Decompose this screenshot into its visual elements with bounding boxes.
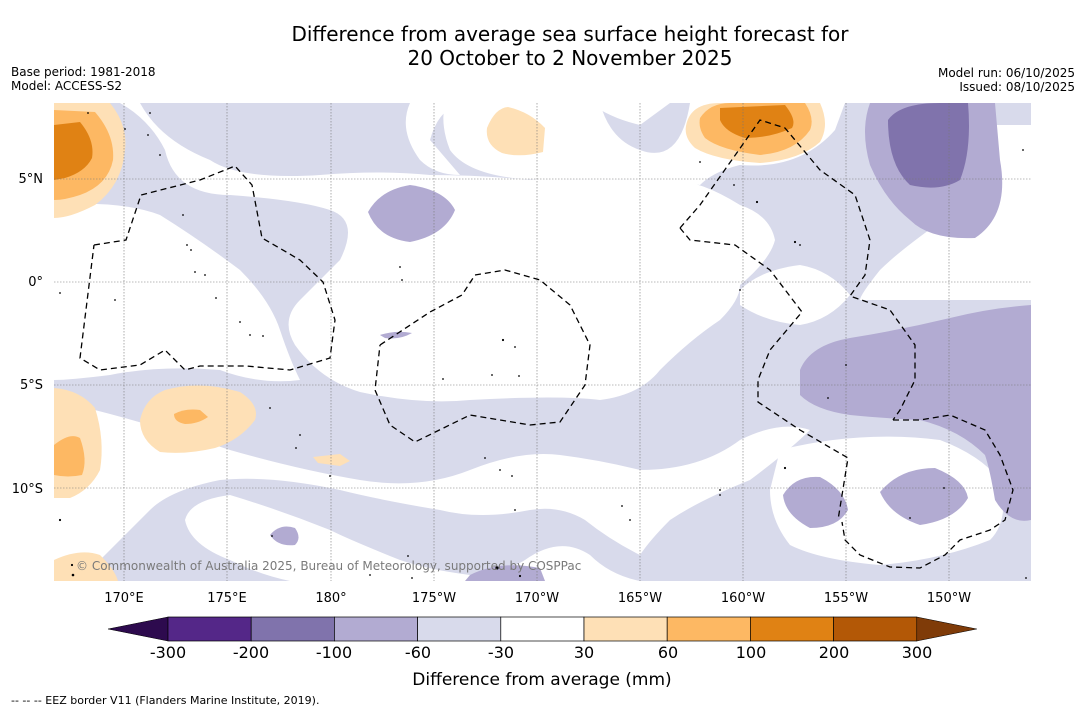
lon-label-160w: 160°W [721, 591, 765, 606]
latitude-labels: 5°N 0° 5°S 10°S [12, 172, 43, 497]
contour-purple-central-north [368, 185, 455, 242]
eez-border-west [79, 165, 336, 371]
longitude-labels: 170°E 175°E 180° 175°W 170°W 165°W 160°W… [104, 591, 971, 606]
eez-borders [79, 119, 1014, 569]
lat-label-10s: 10°S [12, 482, 43, 497]
colorbar-tick-6: 60 [658, 643, 678, 662]
lon-label-150w: 150°W [927, 591, 971, 606]
lon-label-170w: 170°W [515, 591, 559, 606]
lat-label-0: 0° [28, 275, 43, 290]
colorbar-swatch-4 [500, 616, 585, 642]
title-line-2: 20 October to 2 November 2025 [407, 46, 733, 70]
copyright-text: © Commonwealth of Australia 2025, Bureau… [76, 559, 581, 573]
contour-purple-south-blob [270, 526, 299, 546]
model-run-text: Model run: 06/10/2025 [937, 66, 1075, 80]
contour-white-gap-south [54, 400, 810, 560]
lon-label-155w: 155°W [824, 591, 868, 606]
colorbar-tick-2: -100 [316, 643, 352, 662]
colorbar-tick-5: 30 [574, 643, 594, 662]
colorbar-tick-8: 200 [819, 643, 850, 662]
eez-border-southeast [841, 414, 1014, 569]
colorbar-swatch-3 [417, 616, 502, 642]
eez-border-east-line [679, 227, 849, 521]
contour-white-gap-northeast [740, 265, 850, 325]
colorbar-swatch-5 [583, 616, 668, 642]
colorbar-swatch-6 [666, 616, 751, 642]
model-text: Model: ACCESS-S2 [11, 79, 123, 93]
title-line-1: Difference from average sea surface heig… [291, 22, 849, 46]
eez-border-central [374, 269, 591, 443]
colorbar-swatch-2 [334, 616, 418, 642]
colorbar-swatch-7 [750, 616, 834, 642]
contour-purple-southeast-blob-1 [783, 476, 848, 528]
chart-title: Difference from average sea surface heig… [0, 22, 1085, 70]
colorbar-tick-0: -300 [150, 643, 186, 662]
colorbar-tick-9: 300 [902, 643, 933, 662]
contour-darkorange-northwest [54, 122, 93, 180]
contour-purple-east-large [800, 305, 1031, 521]
contour-orange-southwest [54, 436, 85, 477]
colorbar-tick-7: 100 [736, 643, 767, 662]
contour-white-gap-west [54, 203, 300, 382]
lon-label-165w: 165°W [618, 591, 662, 606]
lat-label-5s: 5°S [20, 378, 43, 393]
contour-purple-southeast-blob-2 [880, 468, 968, 525]
meta-right: Model run: 06/10/2025 Issued: 08/10/2025 [938, 66, 1075, 94]
colorbar-extend-low [107, 616, 169, 642]
contour-peach-bottom-left [54, 552, 118, 581]
lon-label-175w: 175°W [412, 591, 456, 606]
contour-peach-north-center [486, 107, 545, 156]
colorbar-label: Difference from average (mm) [412, 670, 671, 690]
colorbar-tick-labels: -300 -200 -100 -60 -30 30 60 100 200 300 [150, 643, 932, 662]
lon-label-175e: 175°E [207, 591, 247, 606]
colorbar-extend-high [916, 616, 977, 642]
colorbar [107, 616, 977, 642]
eez-footnote: -- -- -- EEZ border V11 (Flanders Marine… [11, 694, 320, 707]
eez-border-northeast [679, 119, 916, 421]
colorbar-tick-4: -30 [488, 643, 514, 662]
colorbar-tick-1: -200 [233, 643, 269, 662]
base-period-text: Base period: 1981-2018 [11, 65, 156, 79]
meta-left: Base period: 1981-2018 Model: ACCESS-S2 [11, 65, 156, 93]
colorbar-swatch-0 [167, 616, 252, 642]
colorbar-swatch-8 [833, 616, 918, 642]
contour-peach-small-south [313, 454, 350, 466]
issued-text: Issued: 08/10/2025 [959, 80, 1075, 94]
colorbar-swatch-1 [250, 616, 335, 642]
lon-label-180: 180° [315, 591, 346, 606]
map-area: © Commonwealth of Australia 2025, Bureau… [54, 103, 1031, 581]
graticule [54, 103, 1031, 581]
lon-label-170e: 170°E [104, 591, 144, 606]
island-markers [58, 112, 1027, 579]
contour-darkorange-north-east [720, 105, 794, 138]
lat-label-5n: 5°N [19, 172, 44, 187]
contour-purple-small-sliver [380, 331, 412, 339]
contour-orange-west [174, 409, 208, 424]
contour-purple-south-center [465, 565, 545, 581]
colorbar-tick-3: -60 [405, 643, 431, 662]
